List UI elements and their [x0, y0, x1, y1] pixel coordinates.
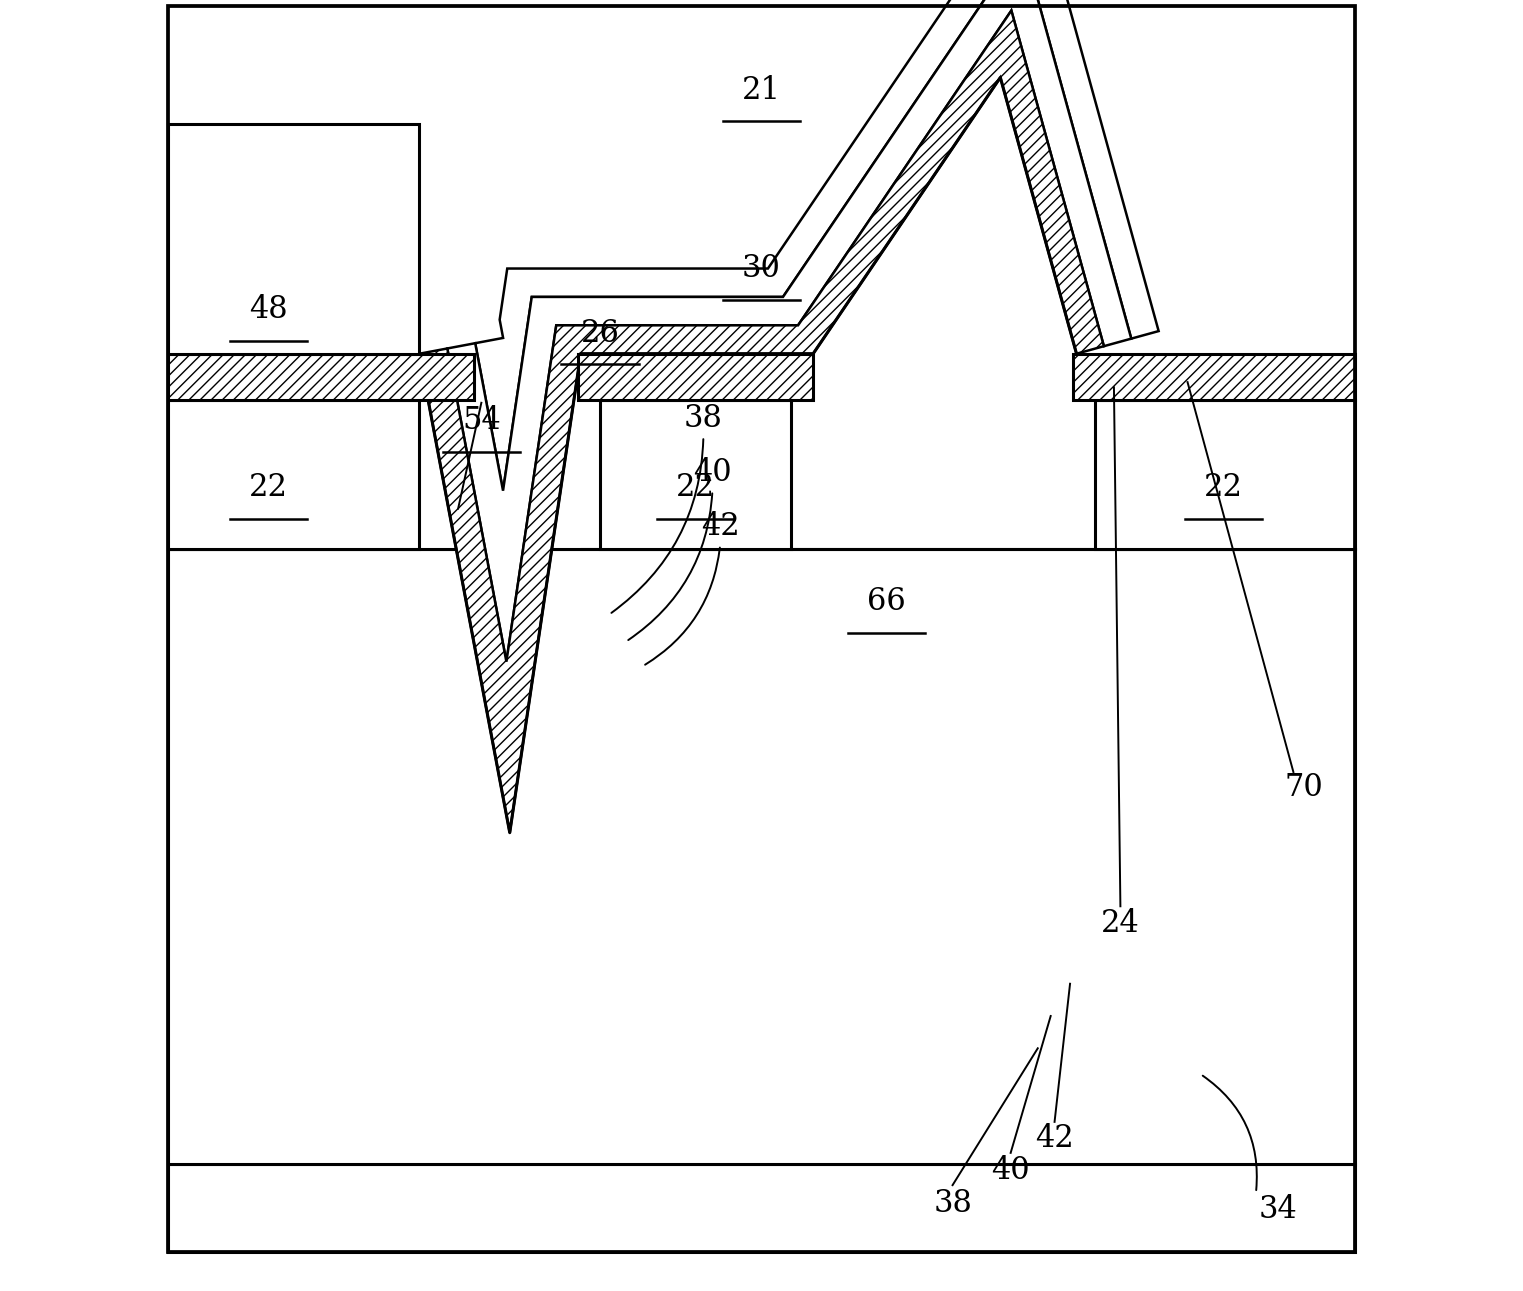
Text: 38: 38	[684, 403, 723, 434]
Text: 21: 21	[742, 75, 781, 106]
Bar	[579, 354, 813, 400]
Text: 66: 66	[868, 586, 906, 617]
Text: 48: 48	[250, 294, 288, 325]
Text: 40: 40	[991, 1155, 1030, 1186]
Bar	[168, 124, 419, 354]
Text: 24: 24	[1101, 908, 1139, 939]
Bar	[1072, 354, 1355, 400]
Text: 30: 30	[742, 253, 781, 284]
Text: 22: 22	[248, 473, 288, 503]
Bar	[168, 549, 1355, 1164]
Text: 22: 22	[676, 473, 716, 503]
Text: 54: 54	[461, 405, 501, 436]
Text: 34: 34	[1258, 1194, 1298, 1225]
Text: 40: 40	[693, 457, 731, 488]
Text: 26: 26	[580, 318, 620, 349]
Bar	[168, 400, 419, 549]
Text: 38: 38	[934, 1188, 972, 1219]
Bar	[1095, 400, 1355, 549]
Text: 22: 22	[1205, 473, 1243, 503]
Text: 42: 42	[1036, 1123, 1074, 1154]
Text: 42: 42	[701, 511, 740, 542]
Polygon shape	[419, 10, 1104, 833]
Bar	[168, 354, 474, 400]
Polygon shape	[475, 0, 1159, 491]
Polygon shape	[448, 0, 1132, 662]
Polygon shape	[419, 354, 580, 833]
Text: 70: 70	[1284, 772, 1323, 803]
Bar	[168, 1164, 1355, 1252]
Bar	[600, 400, 790, 549]
